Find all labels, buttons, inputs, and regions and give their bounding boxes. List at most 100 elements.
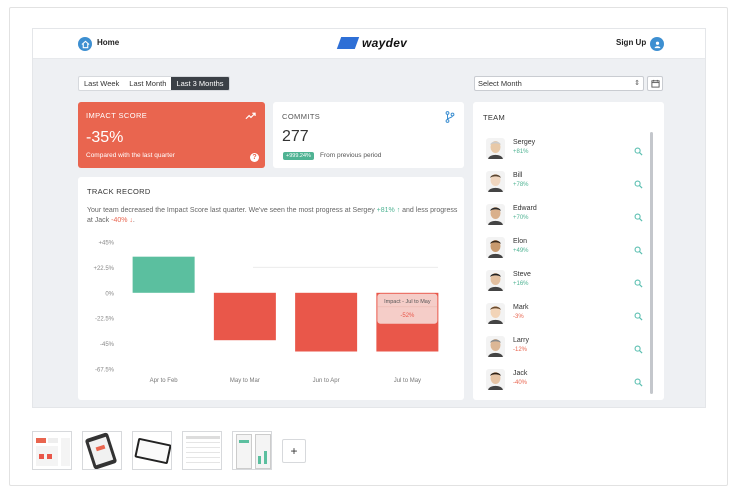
search-icon[interactable] [634, 374, 643, 392]
search-icon[interactable] [634, 143, 643, 161]
team-member-name: Elon [513, 238, 528, 245]
team-scrollbar[interactable] [650, 132, 653, 394]
search-icon[interactable] [634, 209, 643, 227]
impact-score-value: -35% [86, 129, 124, 146]
team-member-percent: +78% [513, 182, 529, 188]
avatar [486, 204, 505, 225]
y-tick-label: 0% [105, 291, 114, 297]
x-tick-label: Jun to Apr [313, 378, 340, 384]
desc-down-value: -40% ↓ [111, 217, 133, 224]
logo-text: waydev [362, 36, 408, 50]
team-member-percent: +70% [513, 215, 529, 221]
y-tick-label: -45% [100, 342, 115, 348]
thumbnail-strip: + [32, 431, 306, 471]
period-last-3-months[interactable]: Last 3 Months [171, 77, 229, 90]
calendar-button[interactable] [647, 76, 663, 91]
y-tick-label: -22.5% [95, 317, 115, 323]
commits-title: COMMITS [282, 112, 321, 121]
avatar [486, 270, 505, 291]
search-icon[interactable] [634, 275, 643, 293]
thumbnail-tablet[interactable] [82, 431, 122, 470]
chart-bar[interactable] [132, 256, 195, 293]
avatar [486, 138, 505, 159]
help-icon[interactable]: ? [250, 153, 259, 162]
home-link[interactable]: Home [97, 38, 120, 47]
tooltip-title: Impact - Jul to May [384, 299, 431, 305]
track-record-description: Your team decreased the Impact Score las… [87, 206, 459, 226]
user-icon[interactable] [650, 37, 664, 51]
team-member-percent: -12% [513, 347, 528, 353]
chart-bar[interactable] [295, 292, 358, 352]
waydev-logo[interactable]: waydev [336, 34, 408, 52]
desc-suffix: . [132, 217, 135, 224]
search-icon[interactable] [634, 242, 643, 260]
desc-up-value: +81% ↑ [376, 207, 401, 214]
x-tick-label: Jul to May [394, 378, 421, 384]
commits-card[interactable]: COMMITS 277 +999.24% From previous perio… [273, 102, 464, 168]
track-record-chart: +45% +22.5% 0% -22.5% -45% -67.5% Apr to Feb Ma… [93, 241, 439, 384]
chart-tooltip [377, 293, 438, 324]
sign-up-link[interactable]: Sign Up [616, 38, 647, 47]
track-record-title: TRACK RECORD [87, 187, 151, 196]
impact-score-title: IMPACT SCORE [86, 111, 148, 120]
team-member-name: Larry [513, 337, 529, 344]
team-title: TEAM [483, 113, 506, 122]
avatar [486, 237, 505, 258]
calendar-icon [650, 79, 660, 88]
search-icon[interactable] [634, 308, 643, 326]
add-image-button[interactable]: + [282, 439, 306, 463]
team-member-row[interactable]: Larry -12% [486, 333, 646, 361]
team-member-percent: +49% [513, 248, 529, 254]
x-tick-label: May to Mar [230, 378, 260, 384]
impact-score-card[interactable]: IMPACT SCORE -35% Compared with the last… [78, 102, 265, 168]
avatar [486, 369, 505, 390]
period-toggle-group: Last Week Last Month Last 3 Months [78, 76, 230, 91]
team-member-percent: -3% [513, 314, 524, 320]
team-panel: TEAM Sergey +81% Bill +78% Edward +70% Elon +49… [473, 102, 664, 400]
thumbnail-mobile[interactable] [232, 431, 272, 470]
gallery-frame: Home waydev Sign Up Last Week Last Month… [9, 7, 728, 486]
x-tick-label: Apr to Feb [150, 378, 179, 384]
team-member-percent: +16% [513, 281, 529, 287]
team-member-percent: +81% [513, 149, 529, 155]
select-caret-icon: ⇕ [634, 80, 640, 87]
team-member-row[interactable]: Sergey +81% [486, 135, 646, 163]
top-navigation-bar: Home waydev Sign Up [33, 29, 705, 59]
month-select-value: Select Month [478, 79, 522, 88]
search-icon[interactable] [634, 341, 643, 359]
home-icon[interactable] [78, 37, 92, 51]
avatar [486, 336, 505, 357]
dashboard-screenshot: Home waydev Sign Up Last Week Last Month… [32, 28, 706, 408]
team-member-name: Jack [513, 370, 528, 377]
period-last-month[interactable]: Last Month [129, 79, 167, 88]
team-member-name: Sergey [513, 139, 536, 146]
team-member-row[interactable]: Steve +16% [486, 267, 646, 295]
tooltip-value: -52% [400, 313, 415, 319]
commits-value: 277 [282, 128, 309, 145]
search-icon[interactable] [634, 176, 643, 194]
team-member-row[interactable]: Jack -40% [486, 366, 646, 394]
trending-up-icon [245, 112, 256, 120]
team-member-name: Mark [513, 304, 529, 311]
period-last-week[interactable]: Last Week [84, 79, 120, 88]
impact-score-caption: Compared with the last quarter [86, 152, 175, 159]
team-member-name: Steve [513, 271, 531, 278]
team-member-percent: -40% [513, 380, 528, 386]
team-member-name: Bill [513, 172, 523, 179]
team-member-name: Edward [513, 205, 537, 212]
track-record-card: TRACK RECORD Your team decreased the Imp… [78, 177, 464, 400]
git-branch-icon [445, 111, 455, 123]
y-tick-label: +22.5% [93, 266, 114, 272]
team-member-row[interactable]: Elon +49% [486, 234, 646, 262]
team-member-row[interactable]: Edward +70% [486, 201, 646, 229]
month-select[interactable]: Select Month ⇕ [474, 76, 644, 91]
thumbnail-dashboard[interactable] [32, 431, 72, 470]
thumbnail-laptop[interactable] [132, 431, 172, 470]
team-member-row[interactable]: Mark -3% [486, 300, 646, 328]
chart-bar[interactable] [213, 292, 276, 341]
thumbnail-table[interactable] [182, 431, 222, 470]
team-member-row[interactable]: Bill +78% [486, 168, 646, 196]
desc-prefix: Your team decreased the Impact Score las… [87, 207, 377, 214]
desc-mid: and less progress at Jack [87, 207, 458, 224]
logo-mark-icon [336, 37, 360, 49]
